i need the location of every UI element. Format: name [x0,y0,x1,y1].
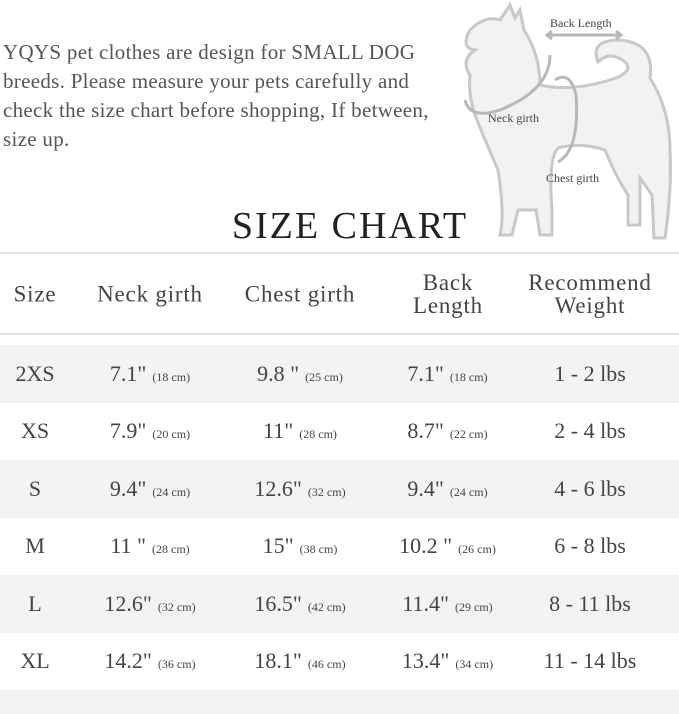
size-cell: 2XS [15,360,55,386]
size-cell: S [28,475,42,501]
page-title: SIZE CHART [231,205,469,247]
table-row: XS 7.9" (20 cm) 11" (28 cm) 8.7" (22 cm) 2 … [0,403,679,461]
table-header: Size Neck girth Chest girth Back Length … [0,252,679,335]
chest-cm: (38 cm) [299,542,338,557]
neck-inches: 9.4" [109,475,147,501]
chest-cell: 15" (38 cm) [225,533,375,559]
neck-cell: 11 " (28 cm) [75,533,225,559]
weight-cell: 4 - 6 lbs [554,475,626,501]
back-inches: 13.4" [401,648,450,674]
chest-girth-label: Chest girth [546,171,599,185]
back-length-label: Back Length [550,16,612,30]
chest-cm: (28 cm) [299,427,337,442]
header-back-length: Back Length [413,269,483,318]
neck-cm: (28 cm) [152,542,190,557]
chest-cm: (32 cm) [307,484,346,499]
neck-inches: 12.6" [104,590,152,616]
back-length-arrow [544,29,624,41]
back-cm: (24 cm) [449,484,488,499]
weight-cell: 8 - 11 lbs [549,590,631,616]
neck-inches: 11 " [110,533,146,559]
table-row: S 9.4" (24 cm) 12.6" (32 cm) 9.4" (24 cm) 4… [0,460,679,518]
chest-cm: (46 cm) [307,657,346,672]
intro-text: YQYS pet clothes are design for SMALL DO… [3,40,429,151]
neck-cm: (24 cm) [152,484,191,499]
back-cell: 8.7" (22 cm) [375,418,520,444]
chest-inches: 9.8 " [257,360,300,386]
header-size: Size [13,281,57,306]
back-inches: 11.4" [402,590,449,616]
weight-cell: 11 - 14 lbs [543,648,637,674]
size-cell: M [25,533,45,559]
dog-silhouette [464,1,672,240]
neck-inches: 7.9" [109,418,147,444]
neck-girth-label: Neck girth [488,111,539,125]
chest-inches: 16.5" [254,590,302,616]
neck-inches: 7.1" [109,360,147,386]
chest-inches: 11" [263,418,294,444]
neck-girth-loop [463,54,552,115]
chest-inches: 18.1" [254,648,302,674]
chest-inches: 12.6" [254,475,302,501]
back-cm: (34 cm) [455,657,494,672]
header-neck-girth: Neck girth [97,281,203,306]
back-cell: 10.2 " (26 cm) [375,533,520,559]
neck-cell: 9.4" (24 cm) [75,476,225,502]
back-inches: 9.4" [407,475,444,501]
back-cm: (18 cm) [449,369,488,384]
neck-inches: 14.2" [104,648,152,674]
chest-inches: 15" [262,533,294,559]
neck-cell: 7.9" (20 cm) [75,418,225,444]
chest-cell: 12.6" (32 cm) [225,476,375,502]
header-chest-girth: Chest girth [244,281,356,306]
back-cm: (26 cm) [458,542,496,557]
back-inches: 10.2 " [399,533,453,559]
back-cell: 11.4" (29 cm) [375,591,520,617]
neck-cm: (32 cm) [157,599,196,614]
size-cell: L [28,590,42,616]
size-cell: XS [20,418,50,444]
size-table: Size Neck girth Chest girth Back Length … [0,252,679,714]
back-cell: 9.4" (24 cm) [375,476,520,502]
weight-cell: 6 - 8 lbs [554,533,626,559]
neck-cell: 12.6" (32 cm) [75,591,225,617]
back-cell: 13.4" (34 cm) [375,648,520,674]
chest-cell: 18.1" (46 cm) [225,648,375,674]
back-cm: (29 cm) [455,599,493,614]
weight-cell: 2 - 4 lbs [554,418,626,444]
neck-cm: (36 cm) [157,657,196,672]
chest-cm: (42 cm) [307,599,346,614]
chest-cell: 9.8 " (25 cm) [225,361,375,387]
neck-cell: 14.2" (36 cm) [75,648,225,674]
table-row: L 12.6" (32 cm) 16.5" (42 cm) 11.4" (29 cm)… [0,575,679,633]
chest-cell: 11" (28 cm) [225,418,375,444]
neck-cell: 7.1" (18 cm) [75,361,225,387]
back-cell: 7.1" (18 cm) [375,361,520,387]
header-recommend-weight: Recommend Weight [528,269,652,318]
size-cell: XL [20,648,50,674]
bottom-stripe [0,690,679,714]
back-cm: (22 cm) [449,427,488,442]
chest-cell: 16.5" (42 cm) [225,591,375,617]
neck-cm: (18 cm) [152,369,191,384]
chest-cm: (25 cm) [305,369,343,384]
table-row: M 11 " (28 cm) 15" (38 cm) 10.2 " (26 cm) 6… [0,518,679,576]
chest-girth-loop [554,75,579,164]
table-row: 2XS 7.1" (18 cm) 9.8 " (25 cm) 7.1" (18 cm)… [0,345,679,403]
neck-cm: (20 cm) [152,427,191,442]
back-inches: 7.1" [407,360,444,386]
back-inches: 8.7" [407,418,444,444]
weight-cell: 1 - 2 lbs [554,360,626,386]
dog-measurement-diagram: Back Length Neck girth Chest girth [463,1,672,240]
table-row: XL 14.2" (36 cm) 18.1" (46 cm) 13.4" (34 cm… [0,633,679,691]
